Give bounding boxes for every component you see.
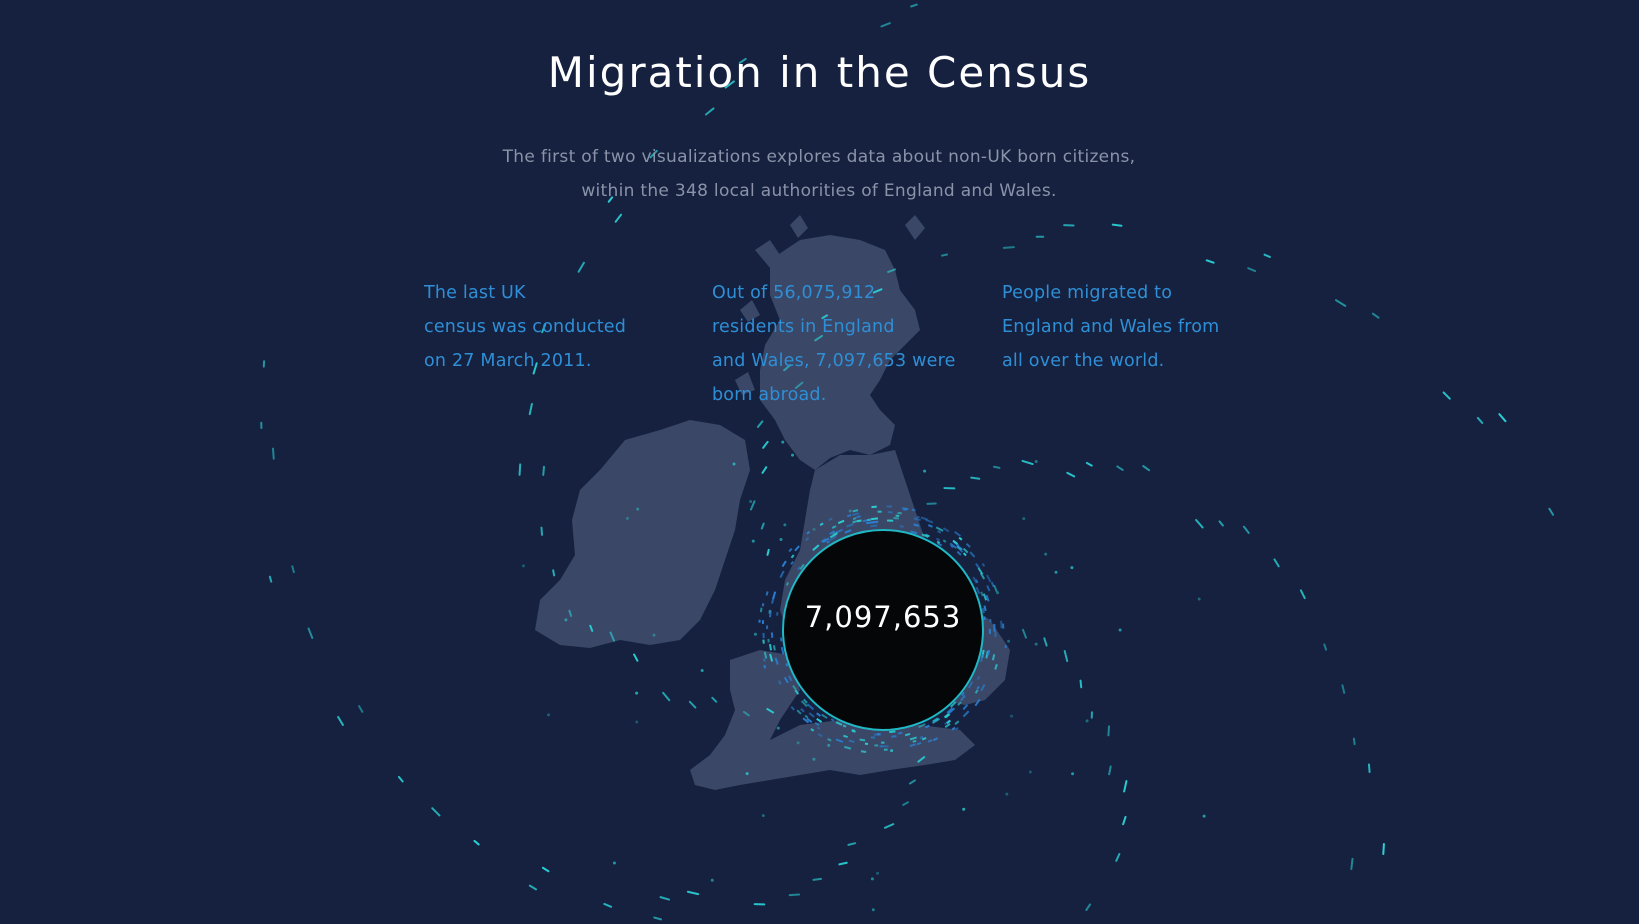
migration-particles	[260, 3, 1555, 921]
ireland-landmass	[535, 420, 750, 648]
fact-line: all over the world.	[1002, 351, 1165, 371]
intro-line: within the 348 local authorities of Engl…	[581, 181, 1057, 201]
intro-line: The first of two visualizations explores…	[502, 147, 1136, 167]
england-south-landmass	[690, 650, 975, 790]
fact-world-origin: People migrated to England and Wales fro…	[1002, 276, 1219, 378]
fact-line: People migrated to	[1002, 283, 1173, 303]
fact-line: Out of 56,075,912	[712, 283, 876, 303]
particle-ring	[758, 505, 1007, 753]
page-title: Migration in the Census	[547, 48, 1092, 97]
fact-line: census was conducted	[424, 317, 627, 337]
migrant-total-circle	[782, 529, 984, 731]
scotland-landmass	[760, 235, 920, 470]
fact-line: England and Wales from	[1002, 317, 1220, 337]
fact-line: on 27 March 2011.	[424, 351, 592, 371]
fact-line: born abroad.	[712, 385, 827, 405]
fact-line: and Wales, 7,097,653 were	[712, 351, 956, 371]
fact-line: The last UK	[424, 283, 526, 303]
fact-line: residents in England	[712, 317, 895, 337]
intro-text: The first of two visualizations explores…	[469, 140, 1169, 208]
migrant-count: 7,097,653	[804, 600, 962, 634]
fact-census-date: The last UK census was conducted on 27 M…	[424, 276, 626, 378]
fact-residents: Out of 56,075,912 residents in England a…	[712, 276, 956, 412]
